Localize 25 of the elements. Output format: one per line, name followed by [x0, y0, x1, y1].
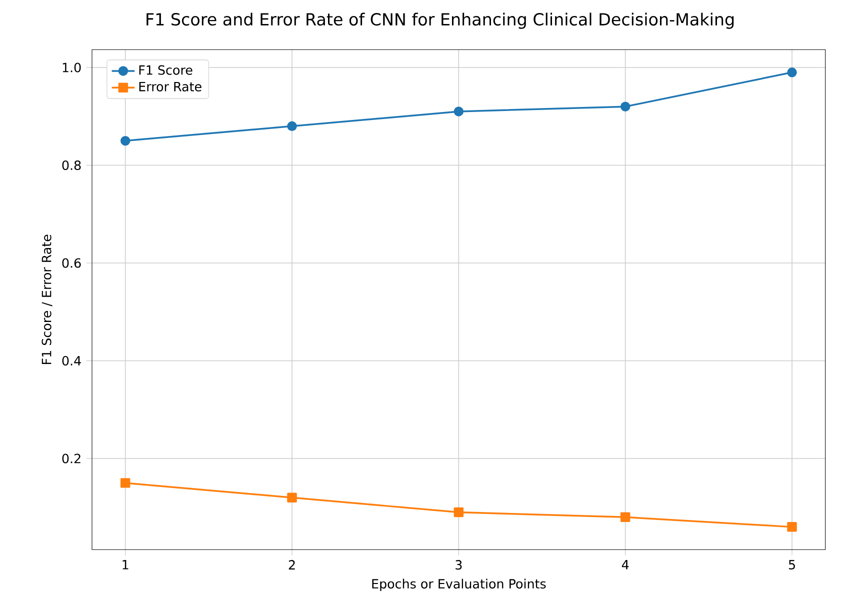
- point: [120, 136, 130, 146]
- point: [454, 106, 464, 117]
- y-tick-label: 0.4: [62, 356, 81, 366]
- x-tick-label: 3: [456, 560, 462, 570]
- x-tick-label: 1: [122, 560, 128, 570]
- chart-title: F1 Score and Error Rate of CNN for Enhancing Clinical Decision-Making: [146, 12, 734, 30]
- legend-label: Error Rate: [139, 82, 202, 92]
- y-tick-label: 1.0: [62, 62, 81, 72]
- point: [287, 121, 297, 132]
- y-tick-label: 0.2: [62, 454, 80, 464]
- y-axis-title: F1 Score / Error Rate: [42, 234, 52, 364]
- point: [620, 102, 630, 112]
- point: [620, 512, 630, 522]
- point: [120, 478, 130, 488]
- x-tick-label: 5: [788, 560, 795, 570]
- x-axis-title: Epochs or Evaluation Points: [372, 578, 546, 592]
- point: [787, 522, 797, 532]
- point: [787, 68, 797, 78]
- point: [454, 508, 464, 518]
- x-tick-label: 4: [622, 560, 629, 570]
- point: [287, 492, 297, 503]
- y-tick-label: 0.8: [62, 160, 81, 170]
- y-tick-label: 0.6: [62, 258, 81, 268]
- x-tick-label: 2: [288, 560, 295, 570]
- legend-label: F1 Score: [139, 65, 192, 76]
